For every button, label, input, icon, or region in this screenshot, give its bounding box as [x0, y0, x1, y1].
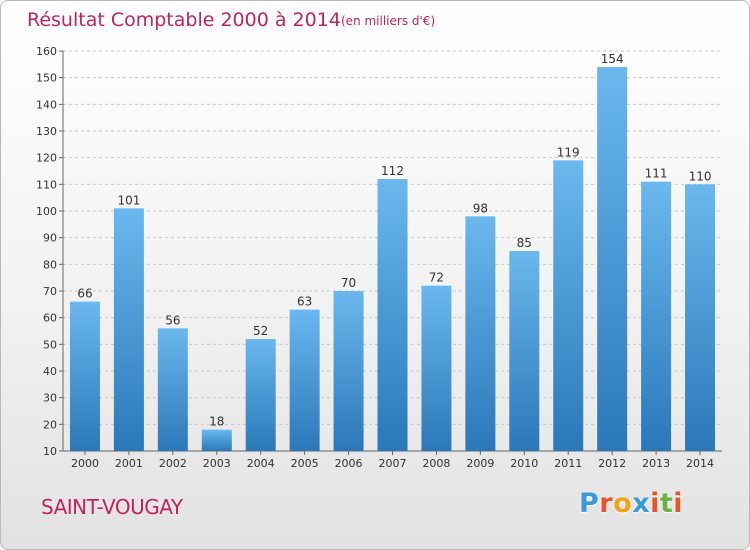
bar — [333, 291, 364, 451]
x-tick-label: 2000 — [71, 457, 99, 470]
x-tick-label: 2006 — [335, 457, 363, 470]
y-tick-label: 10 — [43, 445, 57, 458]
x-tick-label: 2009 — [466, 457, 494, 470]
value-label: 56 — [165, 313, 180, 327]
x-tick-label: 2014 — [686, 457, 714, 470]
y-tick-label: 30 — [43, 392, 57, 405]
y-tick-label: 140 — [36, 98, 57, 111]
x-tick-label: 2002 — [159, 457, 187, 470]
bar — [685, 184, 716, 452]
y-tick-label: 150 — [36, 72, 57, 85]
bar — [641, 181, 672, 451]
x-tick-label: 2003 — [203, 457, 231, 470]
chart-subtitle: (en milliers d'€) — [341, 14, 436, 28]
y-tick-label: 100 — [36, 205, 57, 218]
y-tick-label: 20 — [43, 418, 57, 431]
value-label: 70 — [341, 276, 356, 290]
x-tick-label: 2007 — [379, 457, 407, 470]
bar — [421, 285, 452, 451]
bar — [377, 179, 408, 451]
bar — [245, 339, 276, 451]
y-tick-label: 40 — [43, 365, 57, 378]
x-tick-label: 2001 — [115, 457, 143, 470]
bar — [465, 216, 496, 451]
x-tick-label: 2005 — [291, 457, 319, 470]
value-label: 98 — [473, 201, 488, 215]
value-label: 101 — [117, 193, 140, 207]
chart-title: Résultat Comptable 2000 à 2014 — [27, 9, 341, 31]
logo-letter: t — [659, 488, 674, 519]
bar — [69, 301, 100, 451]
value-label: 52 — [253, 324, 268, 338]
value-labels: 66 101 56 18 52 63 70 112 72 98 85 119 154 111 110 — [77, 52, 711, 429]
bar — [553, 160, 584, 452]
bar — [289, 309, 320, 451]
value-label: 119 — [557, 145, 580, 159]
value-label: 154 — [601, 52, 624, 66]
y-tick-label: 160 — [36, 45, 57, 58]
logo-letter: x — [632, 488, 651, 519]
x-tick-label: 2010 — [510, 457, 538, 470]
logo-letter: i — [650, 488, 660, 519]
logo-letter: P — [579, 488, 600, 519]
y-tick-label: 130 — [36, 125, 57, 138]
y-tick-label: 70 — [43, 285, 57, 298]
x-tick-label: 2011 — [554, 457, 582, 470]
bar — [597, 67, 628, 451]
y-tick-label: 110 — [36, 178, 57, 191]
value-label: 66 — [77, 287, 92, 301]
value-label: 85 — [517, 236, 532, 250]
value-label: 72 — [429, 271, 444, 285]
proxiti-logo[interactable]: Proxiti — [579, 488, 683, 519]
x-tick-label: 2008 — [422, 457, 450, 470]
y-tick-labels: 10 20 30 40 50 60 70 80 90 100 110 120 130 140 150 160 — [36, 45, 57, 458]
bar — [113, 208, 144, 451]
bar — [509, 251, 540, 451]
logo-letter: o — [613, 488, 633, 519]
y-tick-label: 50 — [43, 338, 57, 351]
value-label: 18 — [209, 415, 224, 429]
value-label: 111 — [645, 167, 668, 181]
x-tick-label: 2013 — [642, 457, 670, 470]
logo-letter: r — [599, 488, 614, 519]
x-tick-label: 2004 — [247, 457, 275, 470]
value-label: 110 — [689, 169, 712, 183]
bars — [69, 67, 716, 452]
y-tick-label: 120 — [36, 152, 57, 165]
y-tick-label: 90 — [43, 232, 57, 245]
y-tick-label: 80 — [43, 258, 57, 271]
x-tick-labels: 2000 2001 2002 2003 2004 2005 2006 2007 2008 2009… — [71, 457, 714, 470]
logo-letter: i — [673, 488, 684, 519]
y-tick-label: 60 — [43, 312, 57, 325]
x-tick-label: 2012 — [598, 457, 626, 470]
commune-name: SAINT-VOUGAY — [41, 495, 183, 519]
bar — [201, 429, 232, 451]
value-label: 112 — [381, 164, 404, 178]
value-label: 63 — [297, 295, 312, 309]
bar — [157, 328, 188, 451]
